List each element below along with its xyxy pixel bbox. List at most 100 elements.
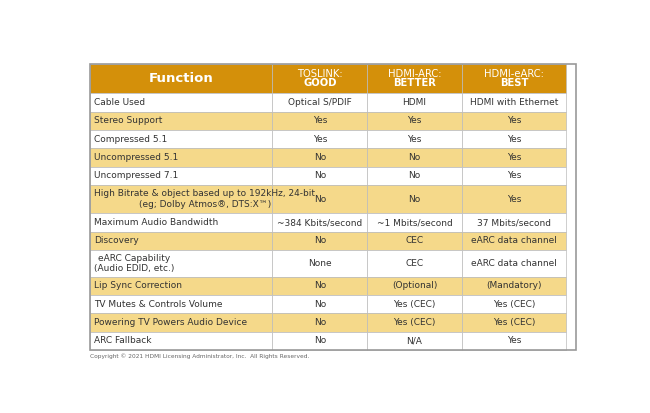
Text: BEST: BEST [500,78,528,88]
Bar [462,148,566,166]
Bar [462,93,566,112]
Bar [90,232,272,250]
Text: No: No [408,153,421,162]
Text: Stereo Support: Stereo Support [94,116,162,125]
Bar [90,64,272,93]
Text: 37 Mbits/second: 37 Mbits/second [477,218,551,227]
Text: HDMI-ARC:: HDMI-ARC: [387,69,441,79]
Text: Yes: Yes [313,116,327,125]
Text: Compressed 5.1: Compressed 5.1 [94,135,168,144]
Text: Copyright © 2021 HDMI Licensing Administrator, Inc.  All Rights Reserved.: Copyright © 2021 HDMI Licensing Administ… [90,353,309,359]
Text: Yes: Yes [507,171,521,180]
Text: Yes (CEC): Yes (CEC) [493,318,535,327]
Text: Cable Used: Cable Used [94,98,146,107]
Bar [272,112,367,130]
Text: eARC data channel: eARC data channel [471,236,557,245]
Text: Lip Sync Correction: Lip Sync Correction [94,281,183,290]
Text: HDMI: HDMI [402,98,426,107]
Bar [272,277,367,295]
Bar [367,185,461,214]
Bar [90,148,272,166]
Text: ~1 Mbits/second: ~1 Mbits/second [376,218,452,227]
Text: No: No [314,318,326,327]
Text: No: No [314,337,326,345]
Text: BETTER: BETTER [393,78,436,88]
Bar [462,232,566,250]
Bar [90,277,272,295]
Bar [462,250,566,277]
Bar [272,295,367,313]
Bar [462,185,566,214]
Bar [90,64,576,350]
Text: Yes: Yes [507,195,521,204]
Bar [462,295,566,313]
Text: eARC data channel: eARC data channel [471,259,557,268]
Text: Optical S/PDIF: Optical S/PDIF [288,98,352,107]
Bar [90,313,272,332]
Bar [272,130,367,148]
Text: None: None [308,259,332,268]
Bar [90,250,272,277]
Text: (Optional): (Optional) [392,281,437,290]
Text: Function: Function [149,72,214,85]
Bar [367,112,461,130]
Bar [462,64,566,93]
Bar [90,112,272,130]
Bar [272,214,367,232]
Text: Yes: Yes [408,116,422,125]
Text: HDMI-eARC:: HDMI-eARC: [484,69,544,79]
Bar [462,214,566,232]
Bar [462,130,566,148]
Bar [272,313,367,332]
Text: CEC: CEC [406,236,424,245]
Bar [367,130,461,148]
Bar [90,295,272,313]
Bar [90,332,272,350]
Bar [462,277,566,295]
Bar [367,332,461,350]
Text: Discovery: Discovery [94,236,139,245]
Bar [90,166,272,185]
Bar [367,166,461,185]
Text: No: No [314,171,326,180]
Bar [272,166,367,185]
Text: No: No [314,300,326,309]
Bar [367,64,461,93]
Bar [90,214,272,232]
Text: N/A: N/A [406,337,422,345]
Text: No: No [314,195,326,204]
Text: Yes (CEC): Yes (CEC) [493,300,535,309]
Text: No: No [408,195,421,204]
Text: GOOD: GOOD [303,78,337,88]
Text: No: No [314,281,326,290]
Text: Yes: Yes [313,135,327,144]
Bar [272,185,367,214]
Bar [272,332,367,350]
Bar [367,313,461,332]
Bar [367,148,461,166]
Text: Powering TV Powers Audio Device: Powering TV Powers Audio Device [94,318,248,327]
Text: Uncompressed 7.1: Uncompressed 7.1 [94,171,179,180]
Bar [367,93,461,112]
Text: TV Mutes & Controls Volume: TV Mutes & Controls Volume [94,300,223,309]
Bar [367,250,461,277]
Text: HDMI with Ethernet: HDMI with Ethernet [470,98,558,107]
Text: Yes: Yes [507,337,521,345]
Text: ARC Fallback: ARC Fallback [94,337,152,345]
Text: Yes: Yes [507,153,521,162]
Text: TOSLINK:: TOSLINK: [297,69,343,79]
Bar [272,93,367,112]
Bar [272,148,367,166]
Bar [367,277,461,295]
Text: Yes: Yes [408,135,422,144]
Text: Yes (CEC): Yes (CEC) [393,318,436,327]
Text: Yes (CEC): Yes (CEC) [393,300,436,309]
Text: CEC: CEC [406,259,424,268]
Text: Yes: Yes [507,135,521,144]
Text: eARC Capability
(Audio EDID, etc.): eARC Capability (Audio EDID, etc.) [94,254,175,273]
Text: High Bitrate & object based up to 192kHz, 24-bit
(eg; Dolby Atmos®, DTS:X™): High Bitrate & object based up to 192kHz… [94,189,315,209]
Text: Uncompressed 5.1: Uncompressed 5.1 [94,153,179,162]
Bar [462,166,566,185]
Bar [272,250,367,277]
Text: No: No [408,171,421,180]
